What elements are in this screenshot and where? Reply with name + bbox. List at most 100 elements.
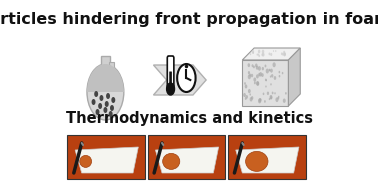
Circle shape: [273, 50, 274, 52]
Circle shape: [279, 75, 280, 77]
Circle shape: [245, 95, 248, 99]
FancyBboxPatch shape: [167, 56, 174, 88]
Circle shape: [258, 55, 260, 57]
Circle shape: [99, 95, 104, 101]
Circle shape: [256, 66, 259, 70]
Circle shape: [256, 74, 259, 79]
Circle shape: [270, 95, 273, 99]
Circle shape: [284, 52, 286, 56]
FancyBboxPatch shape: [228, 135, 305, 179]
Circle shape: [279, 71, 280, 73]
Circle shape: [252, 50, 254, 54]
Wedge shape: [87, 64, 124, 92]
Circle shape: [284, 53, 286, 55]
Circle shape: [265, 79, 267, 81]
Polygon shape: [242, 48, 300, 60]
Circle shape: [245, 84, 247, 88]
Circle shape: [260, 98, 261, 101]
Circle shape: [273, 62, 276, 67]
Circle shape: [110, 105, 114, 111]
Ellipse shape: [246, 151, 268, 171]
Circle shape: [265, 65, 266, 67]
Circle shape: [245, 97, 247, 100]
Circle shape: [278, 96, 279, 98]
Circle shape: [283, 98, 286, 103]
Circle shape: [269, 69, 270, 71]
Circle shape: [259, 72, 262, 76]
Circle shape: [275, 50, 276, 52]
Polygon shape: [155, 147, 218, 173]
Polygon shape: [153, 65, 206, 95]
Circle shape: [94, 91, 98, 97]
Circle shape: [258, 98, 261, 103]
Circle shape: [105, 101, 109, 107]
Circle shape: [251, 96, 253, 100]
Circle shape: [258, 50, 260, 53]
Circle shape: [266, 79, 267, 81]
Circle shape: [254, 81, 256, 84]
Text: Particles hindering front propagation in foams: Particles hindering front propagation in…: [0, 12, 378, 27]
Circle shape: [270, 83, 272, 85]
Circle shape: [270, 53, 272, 56]
Circle shape: [259, 98, 262, 102]
Circle shape: [248, 89, 251, 93]
Circle shape: [251, 74, 253, 77]
Circle shape: [266, 69, 269, 74]
Circle shape: [270, 96, 272, 99]
Circle shape: [253, 52, 254, 54]
Circle shape: [274, 76, 276, 80]
Circle shape: [276, 97, 279, 102]
Circle shape: [261, 53, 263, 56]
Circle shape: [281, 52, 283, 55]
Circle shape: [252, 64, 254, 67]
Circle shape: [257, 82, 259, 86]
Ellipse shape: [80, 155, 91, 167]
Circle shape: [249, 97, 253, 102]
Circle shape: [112, 97, 115, 103]
Circle shape: [255, 64, 257, 67]
Circle shape: [272, 92, 274, 94]
Circle shape: [258, 53, 259, 56]
Circle shape: [268, 53, 270, 55]
Circle shape: [258, 66, 261, 71]
Circle shape: [262, 50, 264, 53]
Circle shape: [249, 93, 251, 96]
Circle shape: [244, 82, 246, 85]
Circle shape: [258, 73, 260, 76]
FancyBboxPatch shape: [67, 135, 145, 179]
Circle shape: [109, 111, 113, 117]
Circle shape: [96, 109, 99, 115]
Circle shape: [98, 103, 102, 109]
Circle shape: [267, 92, 269, 95]
Circle shape: [282, 53, 284, 56]
Circle shape: [274, 92, 276, 94]
Circle shape: [284, 53, 286, 57]
Circle shape: [243, 93, 246, 97]
Circle shape: [249, 74, 251, 77]
Polygon shape: [242, 60, 288, 106]
FancyBboxPatch shape: [101, 56, 110, 80]
Ellipse shape: [163, 153, 180, 169]
Circle shape: [263, 93, 264, 95]
Circle shape: [253, 77, 256, 82]
Polygon shape: [236, 147, 299, 173]
Circle shape: [253, 66, 255, 68]
Circle shape: [277, 97, 279, 100]
Circle shape: [283, 51, 285, 54]
Text: Thermodynamics and kinetics: Thermodynamics and kinetics: [65, 111, 313, 126]
Polygon shape: [288, 48, 300, 106]
FancyBboxPatch shape: [147, 135, 225, 179]
Circle shape: [265, 85, 266, 88]
Polygon shape: [75, 147, 138, 173]
Circle shape: [262, 67, 264, 70]
Circle shape: [282, 72, 284, 74]
Circle shape: [262, 53, 265, 57]
Circle shape: [264, 100, 266, 103]
Circle shape: [261, 73, 264, 77]
Circle shape: [167, 83, 175, 95]
FancyBboxPatch shape: [109, 62, 114, 74]
Circle shape: [285, 92, 287, 95]
Circle shape: [270, 69, 273, 73]
Circle shape: [270, 75, 271, 78]
FancyBboxPatch shape: [169, 72, 172, 89]
